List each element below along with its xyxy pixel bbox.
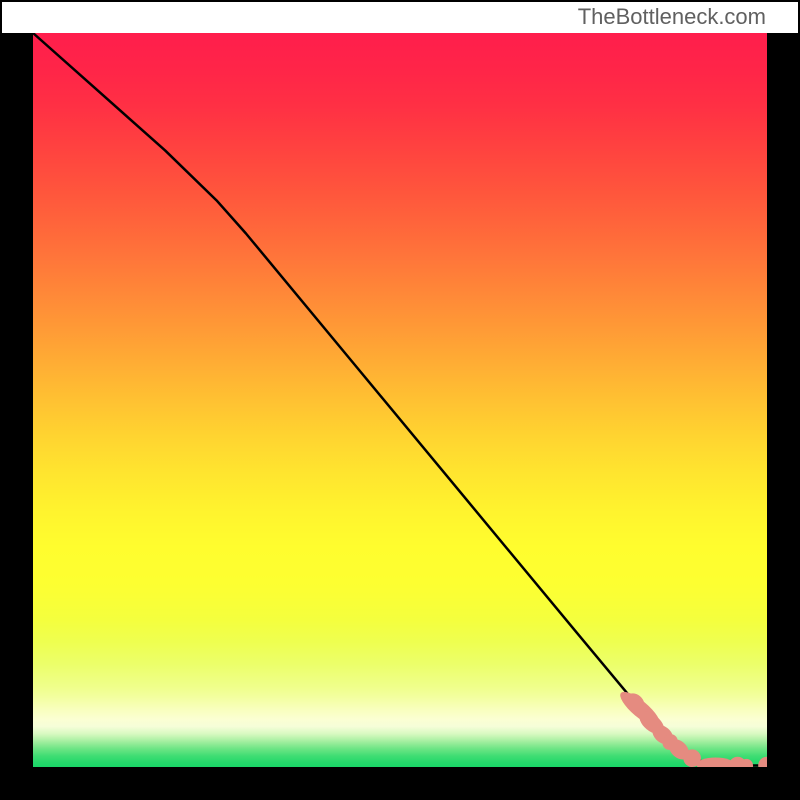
chart-svg: TheBottleneck.com (0, 0, 800, 800)
plot-background (33, 33, 767, 767)
chart-container: TheBottleneck.com (0, 0, 800, 800)
watermark-text: TheBottleneck.com (578, 4, 766, 29)
